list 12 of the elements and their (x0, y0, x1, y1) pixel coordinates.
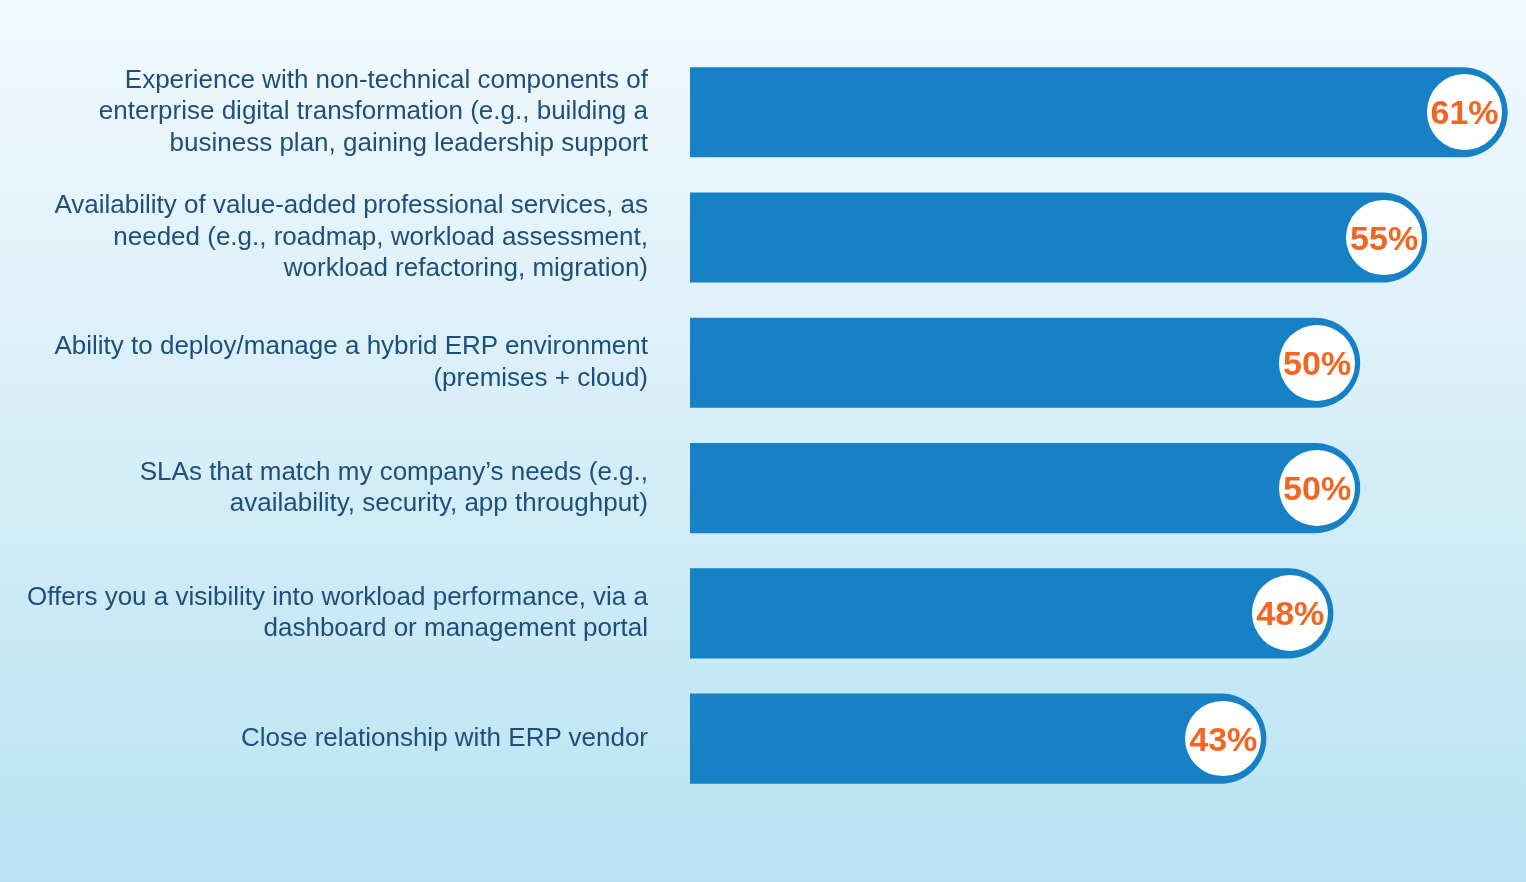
data-label: 50% (1283, 343, 1352, 382)
y-tick-label: Experience with non-technical components of enterprise digital transformation (e.g., building a business plan, gaining leadership support (98, 64, 649, 157)
y-tick-label: Availability of value-added professional services, as needed (e.g., roadmap, workload assessment, workload refactoring, migration) (54, 189, 648, 282)
y-tick-label: Close relationship with ERP vendor (240, 721, 649, 752)
data-label: 43% (1189, 719, 1258, 758)
data-label: 55% (1350, 218, 1419, 257)
y-tick-label: Ability to deploy/manage a hybrid ERP environment (premises + cloud) (54, 330, 649, 392)
y-tick-label: Offers you a visibility into workload performance, via a dashboard or management portal (27, 580, 649, 643)
y-tick-label: SLAs that match my company’s needs (e.g., availability, security, app throughput) (139, 455, 648, 517)
data-label: 50% (1283, 469, 1352, 508)
data-label: 61% (1430, 93, 1499, 132)
data-label: 48% (1256, 594, 1325, 633)
